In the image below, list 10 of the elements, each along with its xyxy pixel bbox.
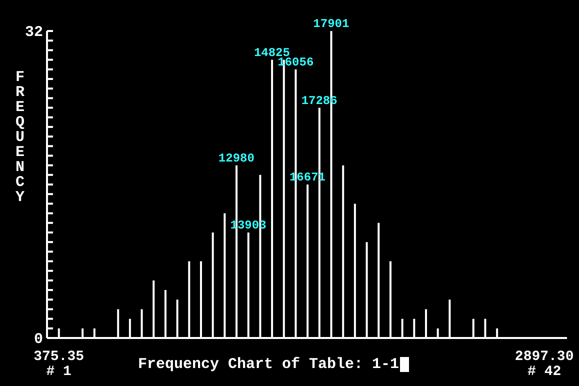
- text: Frequency Chart of Table: 1-1: [138, 356, 400, 373]
- text: # 42: [528, 364, 562, 380]
- annotation: 12980: [218, 151, 254, 166]
- text: FREQUENCY: [15, 69, 25, 206]
- x-tick-label: 375.35: [34, 349, 84, 365]
- y-tick-label: 32: [24, 24, 43, 41]
- text: # 1: [46, 364, 72, 380]
- x-tick-label: 2897.30: [514, 349, 574, 365]
- y-tick-label: 0: [34, 331, 43, 348]
- annotation: 17901: [313, 17, 350, 31]
